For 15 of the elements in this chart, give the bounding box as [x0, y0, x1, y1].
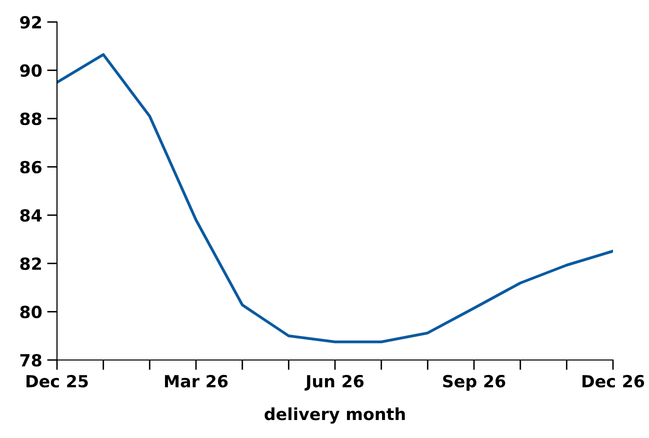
x-tick-label: Mar 26: [165, 374, 228, 388]
x-axis-title: delivery month: [264, 407, 405, 424]
y-tick-label: 86: [20, 160, 42, 174]
y-tick-label: 82: [20, 257, 41, 270]
y-tick-label: 84: [20, 209, 42, 222]
x-tick-label: Sep 26: [443, 374, 506, 391]
x-tick-label: Jun 26: [304, 374, 364, 391]
y-tick-label: 88: [20, 112, 42, 126]
y-tick-label: 78: [20, 354, 42, 367]
y-tick-label: 90: [20, 64, 42, 77]
x-tick-label: Dec 25: [26, 374, 88, 388]
line-series: [57, 53, 613, 344]
y-tick-label: 80: [20, 306, 42, 318]
y-tick-label: 92: [20, 16, 41, 29]
x-tick-label: Dec 26: [582, 374, 644, 388]
